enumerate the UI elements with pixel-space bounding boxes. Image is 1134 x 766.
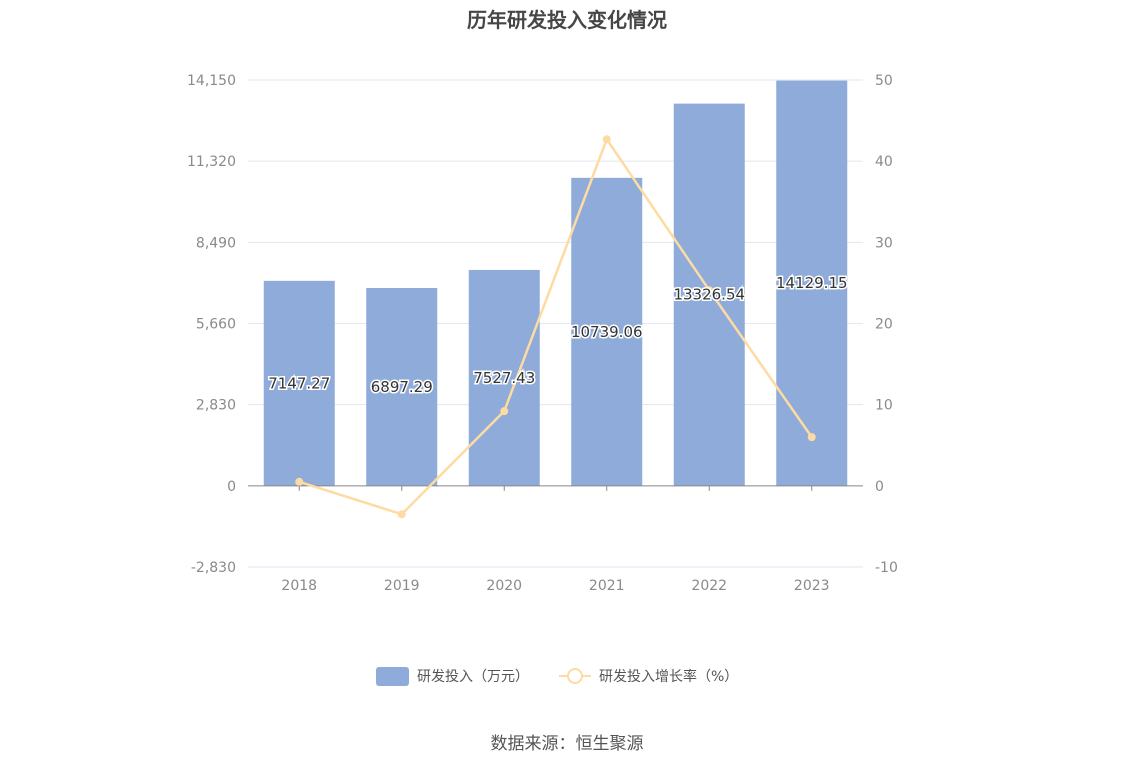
growth-rate-point[interactable] (295, 477, 304, 486)
legend-line-label[interactable]: 研发投入增长率（%） (599, 668, 738, 685)
legend-bar-swatch[interactable] (376, 667, 409, 686)
y-right-tick-label: 10 (875, 398, 893, 414)
y-right-tick-label: -10 (875, 560, 898, 576)
growth-rate-point[interactable] (602, 135, 611, 144)
bar[interactable] (776, 80, 848, 486)
bar[interactable] (571, 177, 643, 486)
x-tick-label: 2021 (589, 578, 625, 594)
source-text: 数据来源：恒生聚源 (490, 734, 644, 754)
y-right-tick-label: 30 (875, 235, 893, 251)
axis-layer: -2,830 0 2,830 5,660 8,490 11,320 14,150 -10 0 10… (187, 73, 898, 594)
growth-rate-point[interactable] (500, 407, 509, 416)
y-left-tick-label: 8,490 (196, 235, 236, 251)
y-right-tick-label: 50 (875, 73, 893, 89)
bar-value-label: 7147.27 (268, 374, 330, 392)
legend-bar-label[interactable]: 研发投入（万元） (417, 669, 529, 685)
y-left-tick-label: 2,830 (196, 398, 236, 414)
y-left-tick-label: 5,660 (196, 317, 236, 333)
y-left-tick-label: 14,150 (187, 73, 236, 89)
bar[interactable] (263, 280, 335, 486)
y-right-tick-label: 20 (875, 317, 893, 333)
bar-value-label: 7527.43 (473, 369, 535, 387)
growth-rate-point[interactable] (705, 286, 714, 295)
bar[interactable] (366, 288, 438, 486)
bar-value-label: 13326.54 (673, 286, 745, 304)
bar-value-label: 6897.29 (371, 378, 433, 396)
x-tick-label: 2023 (794, 578, 830, 594)
bar-value-label: 10739.06 (571, 323, 643, 341)
line-layer (295, 135, 816, 519)
bar[interactable] (468, 269, 540, 486)
chart-title: 历年研发投入变化情况 (467, 8, 667, 32)
bar-value-label: 14129.15 (776, 274, 848, 292)
growth-rate-point[interactable] (397, 510, 406, 519)
grid-layer (248, 79, 863, 568)
y-right-tick-label: 40 (875, 154, 893, 170)
y-right-tick-label: 0 (875, 479, 884, 495)
growth-rate-point[interactable] (807, 433, 816, 442)
bar-layer (263, 80, 848, 486)
x-tick-label: 2018 (281, 578, 317, 594)
x-tick-label: 2022 (691, 578, 727, 594)
label-layer: 7147.27 6897.29 7527.43 10739.06 13326.54 141… (267, 273, 849, 398)
y-left-tick-label: 11,320 (187, 154, 236, 170)
x-tick-label: 2019 (384, 578, 420, 594)
x-tick-label: 2020 (486, 578, 522, 594)
legend-line-marker[interactable] (567, 668, 583, 684)
y-left-tick-label: -2,830 (191, 560, 236, 576)
y-left-tick-label: 0 (227, 479, 236, 495)
growth-rate-line (298, 138, 813, 516)
legend[interactable]: 研发投入（万元） 研发投入增长率（%） (376, 667, 738, 686)
bar[interactable] (673, 103, 745, 486)
